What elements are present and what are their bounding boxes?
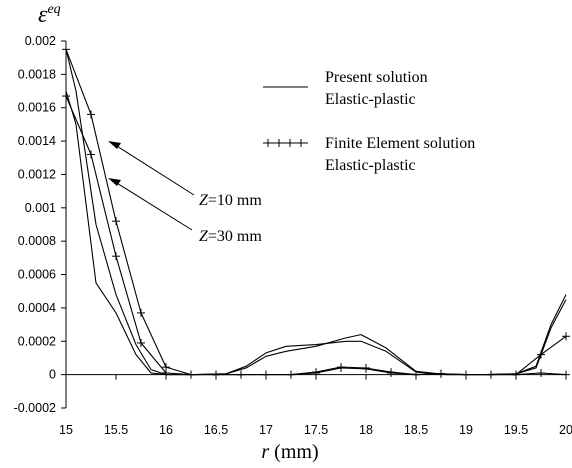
y-tick-label: 0.0014 <box>18 134 56 148</box>
x-tick-label: 18 <box>359 423 373 437</box>
annotation-z30-text: =30 mm <box>208 228 262 245</box>
x-tick-label: 17 <box>259 423 273 437</box>
annotation-z10-var: Z <box>199 192 209 209</box>
tick-layer: -0.0002 0 0.0002 0.0004 0.0006 0.0008 0.001 0.0… <box>14 34 572 437</box>
x-axis-title: r (mm) <box>261 441 318 463</box>
y-tick-label: 0 <box>49 368 56 382</box>
y-tick-label: -0.0002 <box>14 401 56 415</box>
x-tick-label: 18.5 <box>404 423 428 437</box>
annotation-z30: Z=30 mm <box>199 228 262 245</box>
series-line-4 <box>65 95 567 376</box>
legend-label-present-line2: Elastic-plastic <box>325 91 416 108</box>
annotation-z10-text: =10 mm <box>208 192 262 209</box>
y-tick-label: 0.0012 <box>18 167 56 181</box>
annotation-arrow-z10 <box>111 142 195 196</box>
series-line-2 <box>65 90 567 376</box>
annotation-z10: Z=10 mm <box>199 192 262 209</box>
x-axis-variable: r <box>261 441 269 463</box>
annotation-arrow-z30 <box>111 179 193 231</box>
annotation-z30-var: Z <box>199 228 209 245</box>
legend-label-fe-line1: Finite Element solution <box>325 135 475 152</box>
legend-swatch-fe <box>263 139 308 147</box>
y-tick-label: 0.0002 <box>18 334 56 348</box>
legend: Present solution Elastic-plastic Finite … <box>263 69 475 174</box>
x-tick-label: 15 <box>59 423 73 437</box>
x-tick-label: 19 <box>459 423 473 437</box>
x-tick-label: 15.5 <box>104 423 128 437</box>
x-axis-unit: (mm) <box>269 441 318 463</box>
y-tick-label: 0.0004 <box>18 301 56 315</box>
annotations: Z=10 mm Z=30 mm <box>108 141 262 245</box>
y-tick-label: 0.002 <box>25 34 56 48</box>
series-line-3 <box>65 49 567 376</box>
x-tick-label: 19.5 <box>504 423 528 437</box>
y-tick-label: 0.001 <box>25 201 56 215</box>
legend-label-fe-line2: Elastic-plastic <box>325 157 416 174</box>
y-tick-label: 0.0008 <box>18 234 56 248</box>
x-tick-label: 20 <box>559 423 572 437</box>
y-tick-label: 0.0006 <box>18 268 56 282</box>
series-layer <box>62 45 570 379</box>
x-tick-label: 17.5 <box>304 423 328 437</box>
y-axis-title: εeq <box>38 2 61 28</box>
legend-label-present-line1: Present solution <box>325 69 428 86</box>
x-tick-label: 16 <box>159 423 173 437</box>
arrowhead-z30 <box>108 178 121 186</box>
axes-layer <box>65 41 566 408</box>
y-axis-superscript: eq <box>47 2 60 17</box>
x-tick-label: 16.5 <box>204 423 228 437</box>
y-axis-symbol: ε <box>38 2 48 28</box>
series-line-1 <box>65 49 567 376</box>
arrowhead-z10 <box>108 141 121 149</box>
y-tick-label: 0.0016 <box>18 101 56 115</box>
y-tick-label: 0.0018 <box>18 67 56 81</box>
